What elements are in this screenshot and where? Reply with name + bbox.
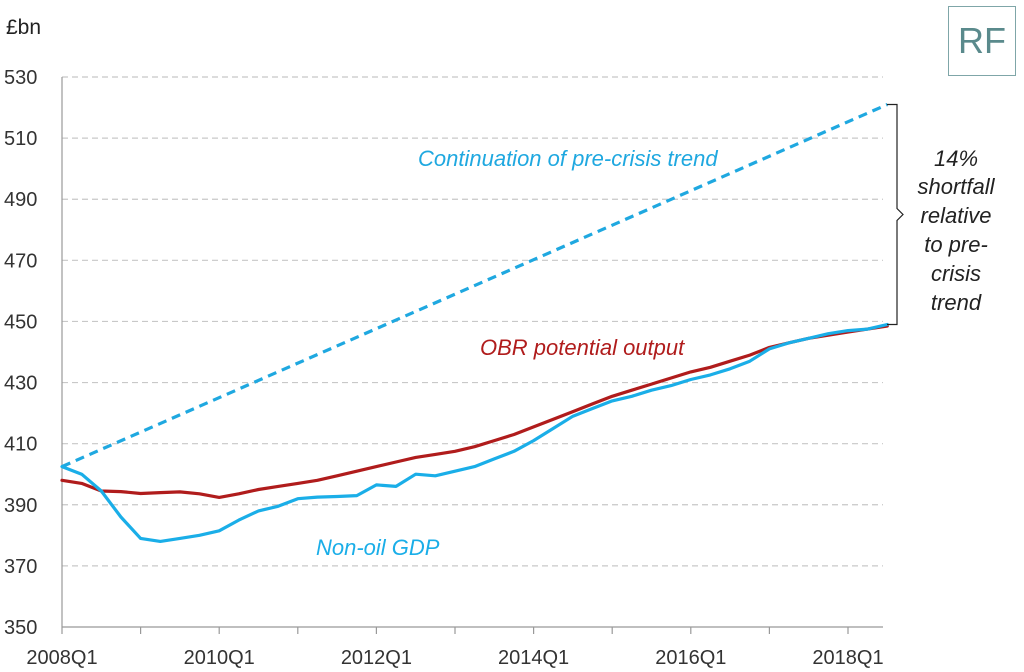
gridlines — [62, 76, 883, 567]
x-tick-label-2016Q1: 2016Q1 — [655, 647, 726, 669]
shortfall-annotation: 14% shortfall relative to pre- crisis tr… — [917, 146, 995, 315]
x-tick-label-2012Q1: 2012Q1 — [341, 647, 412, 669]
y-tick-label-490: 490 — [4, 189, 37, 211]
y-tick-label-470: 470 — [4, 250, 37, 272]
shortfall-line-1: 14% — [934, 146, 978, 171]
shortfall-line-4: to pre- — [924, 232, 988, 257]
y-tick-label-530: 530 — [4, 67, 37, 89]
x-tick-label-2010Q1: 2010Q1 — [184, 647, 255, 669]
rf-logo-text: RF — [958, 20, 1006, 61]
x-tick-label-2018Q1: 2018Q1 — [812, 647, 883, 669]
y-tick-label-350: 350 — [4, 617, 37, 639]
series-lines — [60, 103, 889, 544]
x-axis: 2008Q1 2010Q1 2012Q1 2014Q1 2016Q1 2018Q1 — [26, 77, 884, 669]
series-non-oil-gdp — [60, 322, 889, 544]
obr-series-label: OBR potential output — [480, 335, 685, 360]
y-tick-label-390: 390 — [4, 495, 37, 517]
rf-logo: RF — [948, 6, 1016, 76]
y-tick-label-410: 410 — [4, 434, 37, 456]
y-tick-label-450: 450 — [4, 311, 37, 333]
y-axis-ticks: 350 370 390 410 430 450 470 490 510 530 — [4, 67, 37, 639]
y-tick-label-370: 370 — [4, 556, 37, 578]
series-continuation-of-pre-crisis-trend — [61, 103, 888, 469]
bracket-path — [887, 103, 904, 326]
y-tick-label-430: 430 — [4, 373, 37, 395]
x-tick-label-2008Q1: 2008Q1 — [26, 647, 97, 669]
shortfall-line-5: crisis — [931, 261, 981, 286]
shortfall-bracket — [887, 103, 904, 326]
y-axis-unit-label: £bn — [6, 16, 41, 39]
y-tick-label-510: 510 — [4, 128, 37, 150]
trend-series-label: Continuation of pre-crisis trend — [418, 146, 718, 171]
x-tick-label-2014Q1: 2014Q1 — [498, 647, 569, 669]
gdp-series-label: Non-oil GDP — [316, 535, 440, 560]
shortfall-line-6: trend — [931, 290, 982, 315]
shortfall-line-2: shortfall — [917, 174, 995, 199]
shortfall-line-3: relative — [921, 203, 992, 228]
series-obr-potential-output — [60, 324, 889, 499]
